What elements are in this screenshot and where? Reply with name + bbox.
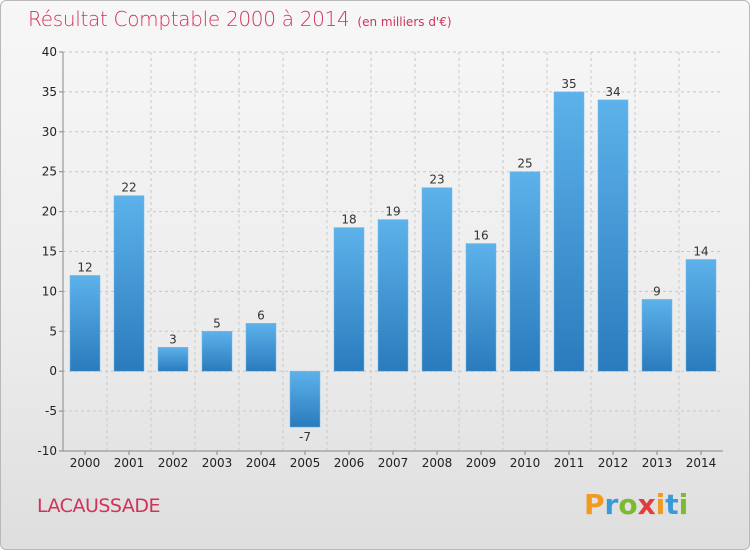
bar <box>201 331 233 372</box>
data-label: 6 <box>257 308 265 322</box>
x-tick-label: 2011 <box>554 456 585 470</box>
y-tick-label: 10 <box>42 284 57 298</box>
data-label: 19 <box>385 205 400 219</box>
x-tick-label: 2003 <box>202 456 233 470</box>
bar <box>465 243 497 372</box>
logo-letter: r <box>604 488 619 521</box>
data-label: 35 <box>561 77 576 91</box>
bar <box>597 99 629 372</box>
y-tick-label: -5 <box>45 404 57 418</box>
y-tick-label: 0 <box>49 364 57 378</box>
logo-letter: x <box>637 488 656 521</box>
bar <box>685 259 717 372</box>
logo-letter: t <box>665 488 679 521</box>
x-tick-label: 2010 <box>510 456 541 470</box>
x-tick-label: 2007 <box>378 456 409 470</box>
bar <box>377 219 409 372</box>
data-label: 14 <box>693 244 708 258</box>
y-tick-label: 20 <box>42 205 57 219</box>
y-tick-label: 30 <box>42 125 57 139</box>
data-label: 22 <box>121 181 136 195</box>
y-tick-label: 15 <box>42 245 57 259</box>
bar <box>245 323 277 372</box>
y-tick-label: 25 <box>42 165 57 179</box>
chart-title-main: Résultat Comptable 2000 à 2014 <box>28 7 350 31</box>
x-tick-label: 2008 <box>422 456 453 470</box>
place-name: LACAUSSADE <box>37 495 160 517</box>
y-tick-label: -10 <box>37 444 57 458</box>
data-label: 34 <box>605 85 620 99</box>
data-label: 9 <box>653 284 661 298</box>
x-tick-label: 2002 <box>158 456 189 470</box>
x-tick-label: 2001 <box>114 456 145 470</box>
data-label: 25 <box>517 157 532 171</box>
bar <box>113 195 145 372</box>
y-tick-label: 35 <box>42 85 57 99</box>
x-tick-label: 2000 <box>70 456 101 470</box>
y-tick-label: 40 <box>42 45 57 59</box>
grid-lines <box>63 51 723 451</box>
data-label: 12 <box>77 260 92 274</box>
chart-title-unit: (en milliers d'€) <box>357 15 452 29</box>
bar <box>157 347 189 372</box>
x-tick-label: 2005 <box>290 456 321 470</box>
bar <box>509 171 541 372</box>
logo-letter: i <box>678 488 689 521</box>
bar <box>553 91 585 372</box>
logo-letter: i <box>655 488 666 521</box>
data-label: 23 <box>429 173 444 187</box>
bar <box>641 299 673 372</box>
x-tick-label: 2014 <box>686 456 717 470</box>
chart-title: Résultat Comptable 2000 à 2014 (en millie… <box>28 7 452 31</box>
data-label: 3 <box>169 332 177 346</box>
data-label: -7 <box>299 430 311 444</box>
bar <box>421 187 453 372</box>
y-tick-label: 5 <box>49 324 57 338</box>
bars <box>69 91 717 428</box>
bar <box>289 370 321 428</box>
data-label: 5 <box>213 316 221 330</box>
proxiti-logo[interactable]: Proxiti <box>584 488 688 521</box>
data-label: 18 <box>341 213 356 227</box>
bar <box>333 227 365 372</box>
x-tick-label: 2006 <box>334 456 365 470</box>
x-tick-label: 2012 <box>598 456 629 470</box>
data-label: 16 <box>473 229 488 243</box>
logo-letter: o <box>618 488 638 521</box>
x-tick-label: 2004 <box>246 456 277 470</box>
logo-letter: P <box>584 488 605 521</box>
bar <box>69 275 101 372</box>
x-tick-label: 2009 <box>466 456 497 470</box>
x-tick-label: 2013 <box>642 456 673 470</box>
